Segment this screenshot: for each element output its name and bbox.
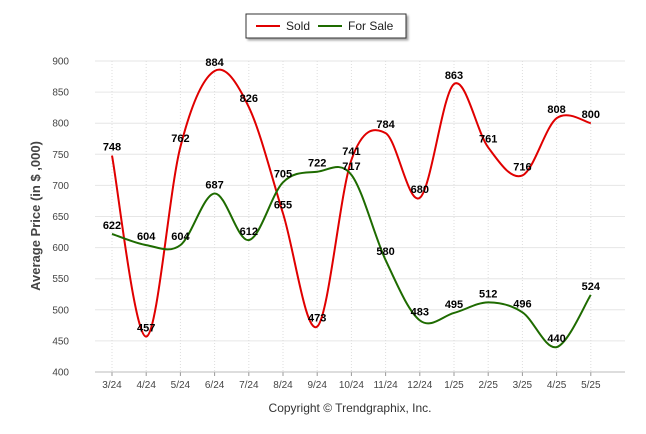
y-axis-label: Average Price (in $ ,000) [28, 141, 43, 291]
x-tick-label: 3/24 [102, 380, 122, 391]
data-label-for-sale: 717 [342, 161, 360, 173]
x-tick-label: 11/24 [373, 380, 398, 391]
data-label-for-sale: 604 [137, 231, 156, 243]
legend-label-for-sale: For Sale [348, 19, 394, 33]
x-tick-label: 2/25 [478, 380, 498, 391]
data-label-for-sale: 524 [582, 281, 601, 293]
x-tick-label: 1/25 [444, 380, 464, 391]
data-label-for-sale: 483 [411, 306, 429, 318]
y-tick-label: 700 [52, 181, 69, 192]
legend: Sold For Sale [245, 13, 407, 39]
data-label-sold: 784 [376, 119, 395, 131]
y-tick-label: 450 [52, 336, 69, 347]
data-label-for-sale: 722 [308, 158, 326, 170]
y-tick-label: 500 [52, 305, 69, 316]
x-tick-label: 3/25 [513, 380, 533, 391]
x-tick-label: 6/24 [205, 380, 225, 391]
copyright-footer: Copyright © Trendgraphix, Inc. [269, 401, 432, 415]
data-labels: 748 457 762 884 826 655 473 741 784 680 863 761 716 8… [103, 57, 601, 345]
data-label-for-sale: 495 [445, 299, 463, 311]
data-label-for-sale: 496 [513, 298, 531, 310]
data-label-sold: 716 [513, 161, 531, 173]
y-tick-label: 600 [52, 243, 69, 254]
data-label-sold: 457 [137, 323, 155, 335]
data-label-sold: 680 [411, 184, 429, 196]
y-tick-label: 850 [52, 88, 69, 99]
data-label-for-sale: 612 [240, 226, 258, 238]
series-line-sold [111, 68, 592, 338]
y-tick-label: 900 [52, 57, 69, 68]
data-label-sold: 762 [171, 133, 189, 145]
x-tick-label: 8/24 [273, 380, 293, 391]
x-tick-label: 5/24 [171, 380, 191, 391]
data-label-sold: 655 [274, 199, 292, 211]
data-label-for-sale: 580 [376, 246, 394, 258]
x-tick-label: 4/24 [136, 380, 156, 391]
y-tick-label: 550 [52, 274, 69, 285]
data-label-for-sale: 512 [479, 288, 497, 300]
data-label-sold: 826 [240, 93, 258, 105]
x-tick-label: 9/24 [307, 380, 327, 391]
data-label-sold: 808 [547, 104, 565, 116]
x-tick-label: 10/24 [339, 380, 364, 391]
x-tick-label: 4/25 [547, 380, 567, 391]
data-label-sold: 473 [308, 313, 326, 325]
data-label-sold: 748 [103, 142, 121, 154]
data-label-sold: 800 [582, 109, 600, 121]
y-tick-label: 650 [52, 212, 69, 223]
y-tick-label: 750 [52, 150, 69, 161]
axes: 400 450 500 550 600 650 700 750 800 850 900 3/24 4/2… [52, 57, 625, 391]
legend-label-sold: Sold [286, 19, 310, 33]
x-tick-label: 12/24 [407, 380, 432, 391]
data-label-for-sale: 440 [547, 333, 565, 345]
y-tick-label: 800 [52, 119, 69, 130]
data-label-for-sale: 705 [274, 168, 292, 180]
series-line-for-sale [111, 166, 592, 349]
data-label-for-sale: 604 [171, 231, 190, 243]
data-label-sold: 741 [342, 146, 360, 158]
series [111, 68, 592, 349]
x-tick-label: 5/25 [581, 380, 601, 391]
y-tick-label: 400 [52, 368, 69, 379]
data-label-sold: 863 [445, 70, 463, 82]
grid [95, 60, 625, 373]
data-label-sold: 761 [479, 133, 497, 145]
data-label-sold: 884 [205, 57, 224, 69]
data-label-for-sale: 622 [103, 220, 121, 232]
data-label-for-sale: 687 [205, 179, 223, 191]
x-tick-label: 7/24 [239, 380, 259, 391]
